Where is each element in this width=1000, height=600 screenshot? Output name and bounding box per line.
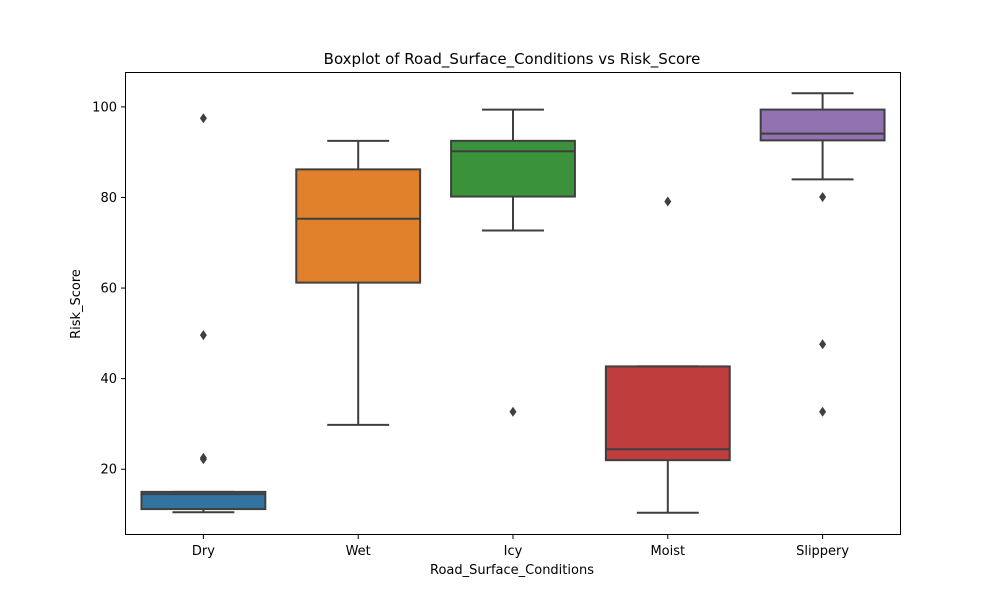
x-tick-label: Dry <box>192 544 215 559</box>
box-wet <box>295 139 422 426</box>
y-tick-label: 40 <box>100 372 117 387</box>
outlier-moist-0 <box>664 196 672 207</box>
outlier-dry-1 <box>199 330 207 341</box>
y-tick-label: 100 <box>92 100 117 115</box>
y-tick-label: 20 <box>100 463 117 478</box>
x-tick-label: Icy <box>504 544 523 559</box>
box-slippery <box>759 92 886 417</box>
box-dry <box>140 113 267 514</box>
chart-title: Boxplot of Road_Surface_Conditions vs Ri… <box>324 50 701 69</box>
y-axis-label: Risk_Score <box>69 269 84 339</box>
y-tick-label: 60 <box>100 282 117 297</box>
box-icy <box>450 108 576 417</box>
plot-area <box>140 92 886 514</box>
outlier-slippery-1 <box>819 339 827 350</box>
y-axis: 20 40 60 80 100 <box>92 100 126 478</box>
outlier-icy-0 <box>509 406 517 417</box>
iqr-box-icy <box>450 139 576 198</box>
x-tick-label: Slippery <box>796 544 849 559</box>
box-moist <box>604 196 731 514</box>
outlier-slippery-0 <box>819 192 827 203</box>
outlier-dry-0 <box>199 113 207 124</box>
x-axis-label: Road_Surface_Conditions <box>430 563 594 578</box>
iqr-box-moist <box>604 365 731 462</box>
x-axis: Dry Wet Icy Moist Slippery <box>192 534 849 559</box>
outlier-slippery-2 <box>819 406 827 417</box>
x-tick-label: Wet <box>346 544 371 559</box>
iqr-box-slippery <box>759 108 886 142</box>
y-tick-label: 80 <box>100 191 117 206</box>
iqr-box-dry <box>140 490 267 511</box>
x-tick-label: Moist <box>650 544 685 559</box>
outlier-dry-3 <box>199 454 207 465</box>
iqr-box-wet <box>295 168 422 284</box>
